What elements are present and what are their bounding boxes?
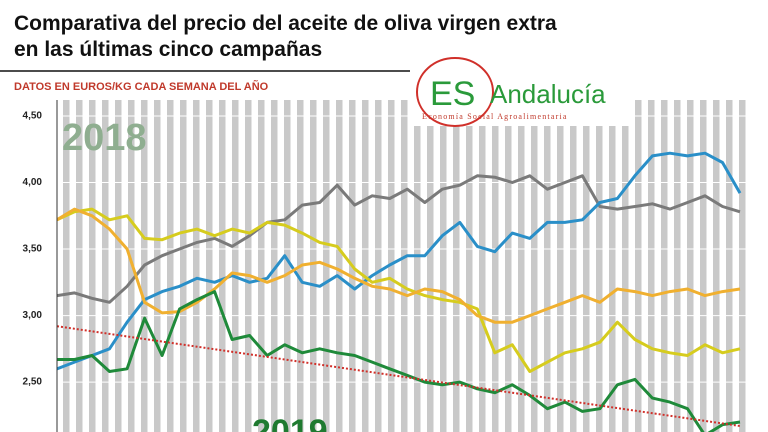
stripe xyxy=(232,100,239,432)
stripe xyxy=(674,100,681,432)
stripe xyxy=(635,100,642,432)
stripe xyxy=(596,100,603,432)
stripe xyxy=(154,100,161,432)
stripe xyxy=(193,100,200,432)
stripe xyxy=(531,100,538,432)
stripe xyxy=(570,100,577,432)
stripe xyxy=(76,100,83,432)
logo-box xyxy=(412,56,634,126)
stripe xyxy=(518,100,525,432)
logo: ES Andalucía Economía Social Agroaliment… xyxy=(412,56,634,127)
stripe xyxy=(362,100,369,432)
y-tick-label: 4,00 xyxy=(23,177,43,188)
series-line xyxy=(57,151,742,371)
y-tick-label: 4,50 xyxy=(23,111,43,122)
annotation: 2018 xyxy=(62,117,147,159)
stripe xyxy=(284,100,291,432)
stripe xyxy=(661,100,668,432)
series-line xyxy=(57,207,741,324)
stripe xyxy=(479,100,486,432)
stripe xyxy=(310,100,317,432)
stripe xyxy=(687,100,694,432)
stripe xyxy=(219,100,226,432)
stripe xyxy=(375,100,382,432)
stripe xyxy=(245,100,252,432)
stripe xyxy=(89,100,96,432)
stripe xyxy=(713,100,720,432)
series-line xyxy=(57,174,741,304)
stripe xyxy=(440,100,447,432)
stripe xyxy=(102,100,109,432)
trend-line xyxy=(57,325,741,428)
stripe xyxy=(427,100,434,432)
series-line xyxy=(57,207,741,373)
stripe xyxy=(115,100,122,432)
logo-ring xyxy=(416,57,494,127)
stripe xyxy=(453,100,460,432)
stripe xyxy=(401,100,408,432)
background-stripes xyxy=(63,100,746,432)
stripe xyxy=(544,100,551,432)
stripe xyxy=(180,100,187,432)
stripe xyxy=(583,100,590,432)
stripe xyxy=(557,100,564,432)
stripe xyxy=(336,100,343,432)
logo-initials: ES xyxy=(430,75,475,113)
logo-name: Andalucía xyxy=(490,79,606,109)
chart-title: Comparativa del precio del aceite de oli… xyxy=(14,12,557,35)
stripe xyxy=(739,100,746,432)
stripe xyxy=(258,100,265,432)
stripe xyxy=(63,100,70,432)
stripe xyxy=(726,100,733,432)
stripe xyxy=(700,100,707,432)
stripe xyxy=(648,100,655,432)
series-line xyxy=(57,290,741,432)
y-tick-label: 3,50 xyxy=(23,244,43,255)
stripe xyxy=(466,100,473,432)
chart-subtitle: DATOS EN EUROS/KG CADA SEMANA DEL AÑO xyxy=(14,80,269,93)
stripe xyxy=(505,100,512,432)
y-tick-label: 3,00 xyxy=(23,310,43,321)
stripe xyxy=(167,100,174,432)
stripe xyxy=(492,100,499,432)
annotation: 2019 xyxy=(252,413,328,432)
logo-tagline: Economía Social Agroalimentaria xyxy=(422,112,568,121)
stripe xyxy=(271,100,278,432)
stripe xyxy=(206,100,213,432)
chart-title-line2: en las últimas cinco campañas xyxy=(14,38,322,61)
stripe xyxy=(388,100,395,432)
stripe xyxy=(414,100,421,432)
stripe xyxy=(609,100,616,432)
y-tick-label: 2,50 xyxy=(23,377,43,388)
stripe xyxy=(622,100,629,432)
